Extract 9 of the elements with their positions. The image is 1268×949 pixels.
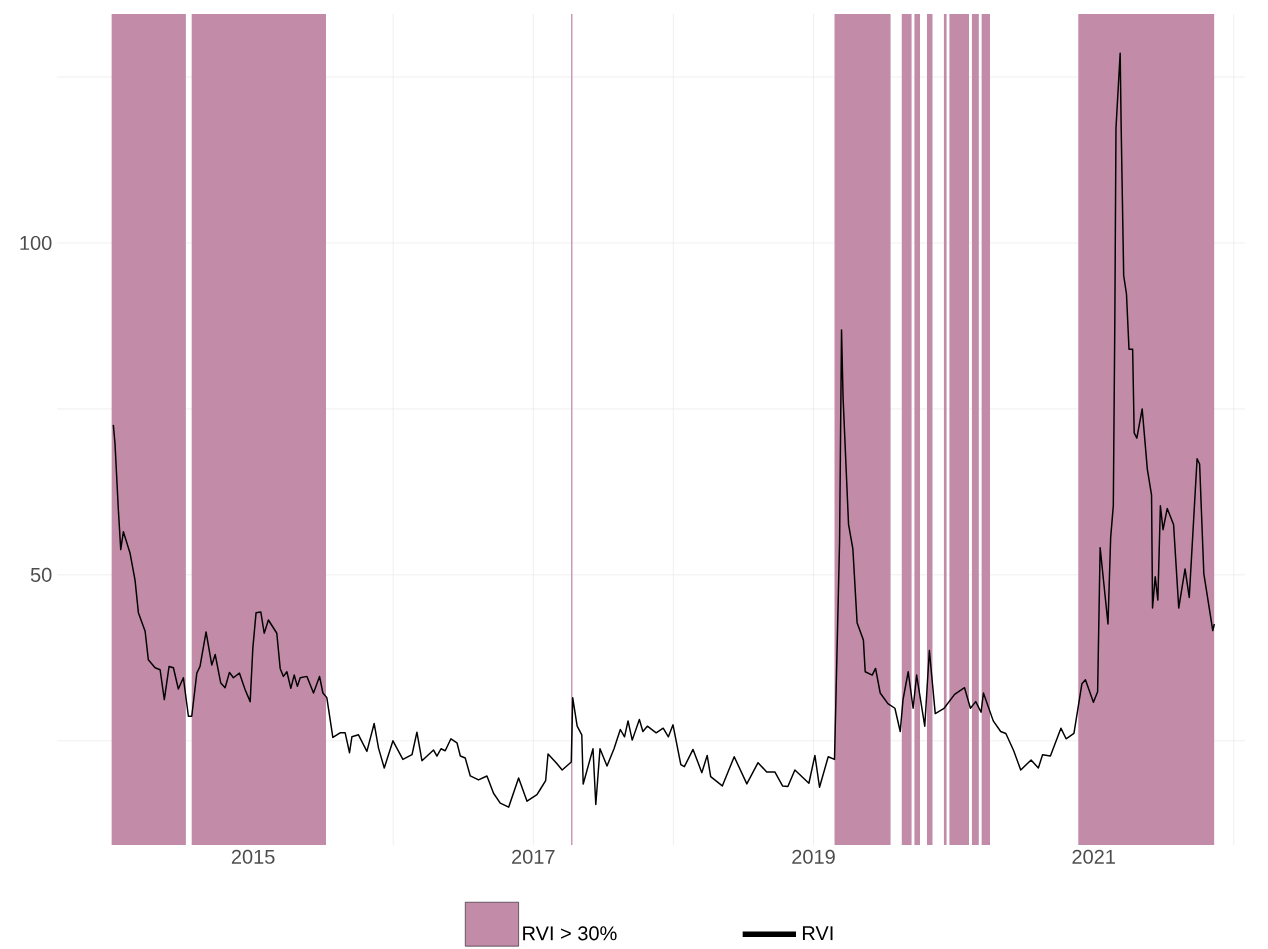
y-tick-label: 50 xyxy=(30,567,52,582)
y-tick-label: 100 xyxy=(20,235,52,250)
legend-label: RVI xyxy=(802,926,833,941)
legend-label: RVI > 30% xyxy=(523,926,617,941)
x-tick-label: 2017 xyxy=(512,849,555,864)
line-series xyxy=(112,52,1216,808)
x-tick-label: 2021 xyxy=(1072,849,1115,864)
x-tick-label: 2015 xyxy=(231,849,275,864)
x-tick-label: 2019 xyxy=(792,849,835,864)
